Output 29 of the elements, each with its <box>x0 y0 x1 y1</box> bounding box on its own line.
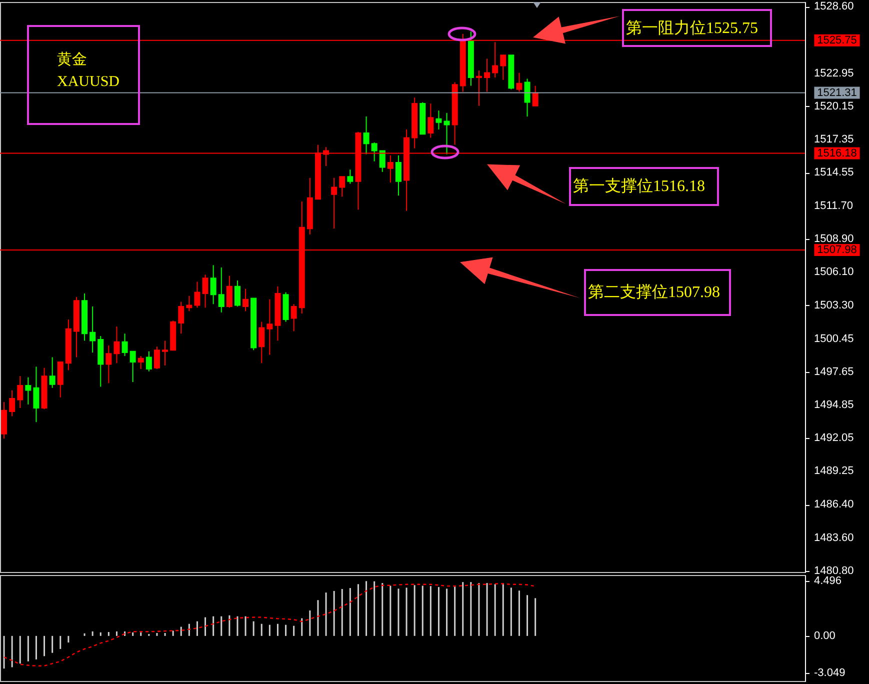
text: 黄金 <box>57 50 88 70</box>
annotation: 第二支撑位1507.98 <box>584 269 731 316</box>
ref-line-label: 1525.75 <box>817 34 857 46</box>
y-tick-label: 1480.80 <box>814 564 854 577</box>
y-tick-label: 1486.40 <box>814 498 854 511</box>
y-tick-label: 4.496 <box>814 575 842 588</box>
y-tick-label: 1508.90 <box>814 233 854 246</box>
y-tick-label: 1503.30 <box>814 299 854 312</box>
y-tick-label: 1517.35 <box>814 133 854 146</box>
y-tick-label: 1514.55 <box>814 166 854 179</box>
y-tick-label: 1494.85 <box>814 399 854 412</box>
ref-line-label: 1516.18 <box>817 147 857 160</box>
y-tick-label: 1522.95 <box>814 67 854 80</box>
y-tick-label: 0.00 <box>814 630 836 642</box>
y-tick-label: 1492.05 <box>814 432 854 444</box>
y-tick-label: 1489.25 <box>814 465 854 478</box>
y-tick-label: 1520.15 <box>814 100 854 112</box>
y-tick-label: 1497.65 <box>814 366 854 378</box>
y-tick-label: 1511.70 <box>814 200 853 212</box>
y-tick-label: -3.049 <box>814 667 846 680</box>
ref-line-label: 1507.98 <box>817 244 857 256</box>
annotation: 第一阻力位1525.75 <box>622 9 772 47</box>
ref-line-label: 1521.31 <box>817 86 857 99</box>
y-tick-label: 1483.60 <box>814 532 854 544</box>
text: XAUUSD <box>57 73 121 92</box>
y-tick-label: 1506.10 <box>814 266 854 278</box>
annotation: 第一支撑位1516.18 <box>569 167 719 206</box>
y-tick-label: 1500.45 <box>814 332 854 345</box>
y-tick-label: 1528.60 <box>814 0 854 13</box>
